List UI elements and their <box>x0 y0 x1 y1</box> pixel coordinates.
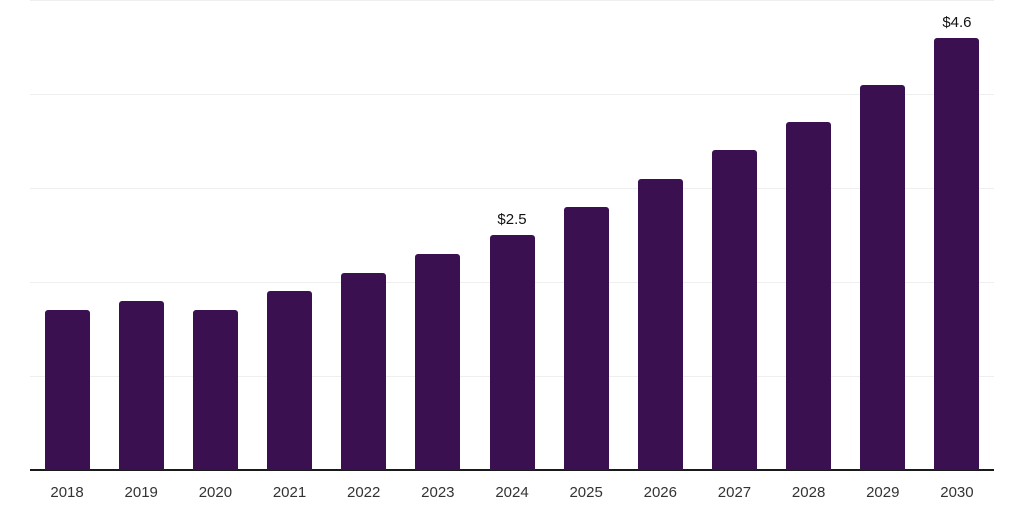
bar-value-label-2030: $4.6 <box>942 13 972 31</box>
gridline-4 <box>30 94 994 95</box>
x-tick-label-2023: 2023 <box>421 484 455 501</box>
x-tick-label-2018: 2018 <box>50 484 84 501</box>
bar-2019 <box>118 300 164 470</box>
x-tick-label-2019: 2019 <box>124 484 158 501</box>
bar-2026 <box>637 178 683 470</box>
x-tick-label-2022: 2022 <box>347 484 381 501</box>
bar-2029 <box>860 84 906 470</box>
bar-2028 <box>786 122 832 470</box>
x-tick-label-2029: 2029 <box>866 484 900 501</box>
bar-2022 <box>341 272 387 470</box>
bar-2025 <box>563 206 609 470</box>
x-tick-label-2024: 2024 <box>495 484 529 501</box>
bar-2018 <box>44 310 90 470</box>
x-tick-label-2030: 2030 <box>940 484 974 501</box>
x-axis-line <box>30 469 994 471</box>
gridline-5 <box>30 0 994 1</box>
plot-area: $2.5 $4.6 <box>30 0 994 471</box>
bar-2023 <box>415 253 461 470</box>
bar-2027 <box>711 150 757 470</box>
bar-2024 <box>489 235 535 470</box>
bar-2030 <box>934 37 980 470</box>
bar-value-label-2024: $2.5 <box>497 211 527 228</box>
gridline-3 <box>30 188 994 189</box>
bar-2021 <box>267 291 313 470</box>
x-tick-label-2028: 2028 <box>791 484 826 501</box>
x-tick-label-2025: 2025 <box>569 484 603 501</box>
x-tick-label-2026: 2026 <box>643 484 677 501</box>
x-tick-label-2027: 2027 <box>717 484 752 501</box>
bar-2020 <box>192 310 238 470</box>
x-tick-label-2021: 2021 <box>272 484 307 501</box>
x-tick-label-2020: 2020 <box>198 484 233 501</box>
